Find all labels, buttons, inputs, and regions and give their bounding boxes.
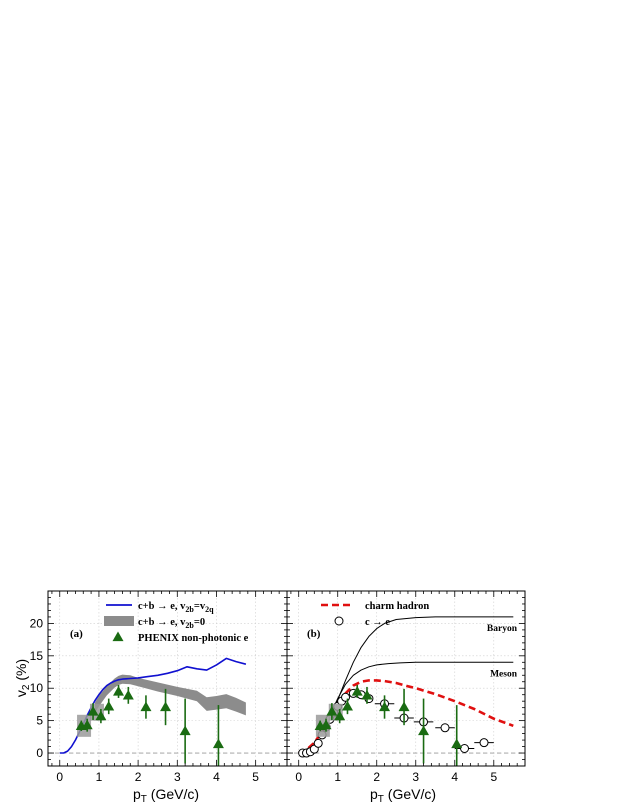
panel-a-y-tick-label: 20: [30, 616, 44, 630]
data-point-triangle: [212, 738, 224, 749]
panel-a-x-tick-label: 0: [56, 770, 63, 784]
panel-a-y-tick-label: 0: [36, 746, 43, 760]
panel-b-frame: [286, 590, 526, 767]
panel-b-x-tick-label: 5: [490, 770, 497, 784]
panel-b: 0 1 2 3 4 5 (b) charm hadron c → e Baryon Meson: [286, 590, 526, 784]
panel-b-x-tick-label: 4: [451, 770, 458, 784]
panel-a-x-tick-label: 4: [213, 770, 220, 784]
panel-a-x-tick-label: 2: [135, 770, 142, 784]
data-point-triangle: [179, 725, 191, 736]
legend-band-swatch: [104, 616, 134, 626]
data-point-triangle: [334, 710, 346, 721]
curve-label: Baryon: [487, 624, 518, 634]
panel-a-x-tick-label: 5: [252, 770, 259, 784]
series-band: [95, 674, 246, 716]
curve-label: Meson: [490, 669, 518, 679]
legend-triangle-swatch: [112, 631, 124, 642]
data-point-triangle: [140, 701, 152, 712]
panel-a-y-tick-label: 5: [36, 714, 43, 728]
legend-label: charm hadron: [365, 601, 429, 612]
panel-a-y-tick-label: 15: [30, 649, 44, 663]
data-point-triangle: [341, 700, 353, 711]
data-point-triangle: [103, 700, 115, 711]
series-line: [298, 616, 514, 754]
panel-b-legend: charm hadron c → e: [321, 601, 429, 628]
data-point-triangle: [351, 685, 363, 696]
legend-label: PHENIX non-photonic e: [138, 633, 249, 644]
data-point-triangle: [87, 706, 99, 716]
data-point-triangle: [398, 701, 410, 712]
panel-b-plot-area: [298, 616, 514, 766]
legend-label: c+b → e, v2b=v2q: [138, 601, 214, 614]
panel-a-x-tick-label: 3: [174, 770, 181, 784]
data-point-triangle: [113, 685, 125, 696]
data-point-triangle: [379, 701, 391, 712]
legend-label: c → e: [365, 617, 390, 628]
panel-a-label: (a): [70, 628, 83, 640]
panel-a-x-tick-label: 1: [96, 770, 103, 784]
panel-b-x-tick-label: 2: [373, 770, 380, 784]
data-point-triangle: [451, 738, 463, 749]
x-axis-title-b: pT (GeV/c): [370, 786, 436, 805]
panel-a-legend: c+b → e, v2b=v2q c+b → e, v2b=0 PHENIX non…: [104, 601, 249, 644]
data-point-triangle: [122, 689, 134, 700]
data-point-triangle: [81, 719, 93, 730]
data-point-circle: [440, 723, 450, 733]
data-point-triangle: [160, 701, 172, 712]
panel-b-x-tick-label: 3: [412, 770, 419, 784]
panel-a-plot-area: [59, 657, 247, 766]
x-axis-title-a: pT (GeV/c): [133, 786, 199, 805]
data-point-triangle: [95, 710, 107, 721]
data-point-triangle: [320, 719, 332, 730]
panel-a-y-tick-label: 10: [30, 681, 44, 695]
data-point-circle: [313, 738, 323, 748]
data-point-triangle: [361, 689, 373, 700]
data-point-triangle: [326, 706, 338, 716]
legend-label: c+b → e, v2b=0: [138, 617, 205, 630]
data-point-triangle: [418, 725, 430, 736]
panel-b-x-tick-label: 0: [295, 770, 302, 784]
legend-circle-swatch: [334, 616, 344, 626]
data-point-circle: [341, 692, 351, 702]
data-point-circle: [460, 744, 470, 753]
panel-b-x-tick-label: 1: [334, 770, 341, 784]
data-point-circle: [479, 738, 489, 748]
panel-b-label: (b): [307, 628, 321, 640]
